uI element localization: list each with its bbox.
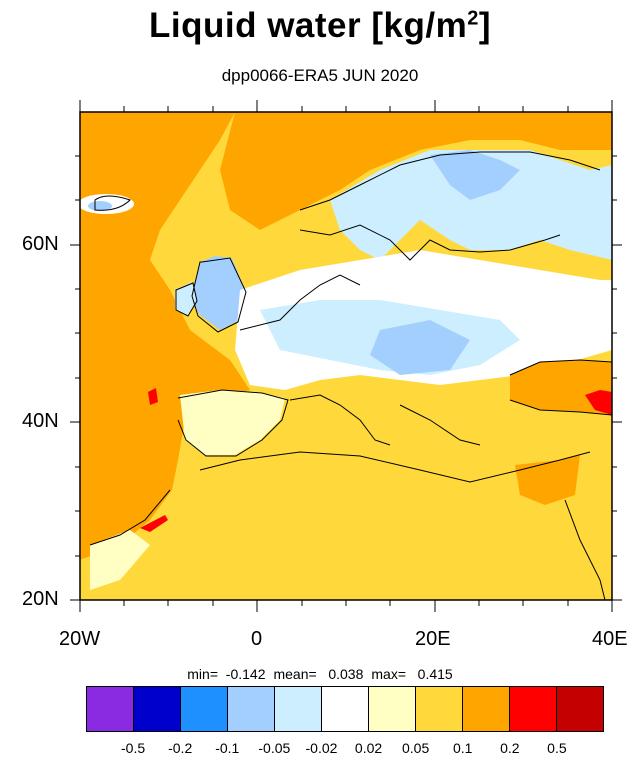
- colorbar-tick-label: -0.1: [215, 740, 240, 756]
- atlantic-region: [80, 112, 250, 560]
- chart-title: Liquid water [kg/m2]: [149, 6, 491, 45]
- y-label-20n: 20N: [22, 588, 59, 610]
- iberia: [180, 390, 285, 455]
- eastern-blue: [370, 320, 470, 375]
- coastlines: [89, 151, 613, 601]
- colorbar-tick-label: 0.5: [547, 740, 567, 756]
- colorbar-tick-label: -0.5: [121, 740, 146, 756]
- colorbar-swatch: [557, 687, 603, 731]
- colorbar: [86, 686, 604, 732]
- colorbar-tick-label: 0.2: [500, 740, 520, 756]
- britain: [190, 256, 245, 330]
- chart-subtitle: dpp0066-ERA5 JUN 2020: [221, 66, 419, 85]
- colorbar-swatch: [463, 687, 510, 731]
- colorbar-tick-label: 0.02: [354, 740, 383, 756]
- x-label-20e: 20E: [415, 628, 451, 650]
- colorbar-swatch: [134, 687, 181, 731]
- colorbar-swatch: [369, 687, 416, 731]
- x-label-0: 0: [251, 628, 263, 650]
- turkey-red: [585, 390, 612, 415]
- scandinavia-region: [330, 150, 612, 260]
- colorbar-tick-label: -0.02: [305, 740, 338, 756]
- red-spot-canaries: [140, 515, 168, 532]
- colorbar-swatch: [322, 687, 369, 731]
- colorbar-tick-label: 0.1: [452, 740, 473, 756]
- x-label-40e: 40E: [592, 628, 628, 650]
- colorbar-swatch: [416, 687, 463, 731]
- black-sea: [510, 360, 612, 415]
- colorbar-swatch: [510, 687, 557, 731]
- stat-min: min= -0.142: [187, 666, 266, 682]
- stat-max: max= 0.415: [371, 666, 453, 682]
- stat-mean: mean= 0.038: [273, 666, 364, 682]
- y-label-60n: 60N: [22, 233, 59, 255]
- iceland-blue: [88, 201, 112, 211]
- colorbar-tick-label: -0.2: [168, 740, 193, 756]
- colorbar-swatch: [228, 687, 275, 731]
- arctic-region: [220, 112, 612, 230]
- red-spot-iberia: [148, 388, 158, 405]
- colorbar-tick-label: -0.05: [258, 740, 291, 756]
- x-label-20w: 20W: [59, 628, 101, 650]
- colorbar-swatch: [275, 687, 322, 731]
- stats-line: min= -0.142 mean= 0.038 max= 0.415: [0, 666, 640, 682]
- colorbar-tick-label: 0.05: [402, 740, 430, 756]
- scandinavia-blue: [430, 150, 520, 200]
- y-label-40n: 40N: [22, 410, 59, 432]
- axis-ticks: [70, 100, 622, 612]
- ireland: [175, 282, 196, 315]
- sahara-light: [90, 530, 150, 590]
- north-africa: [80, 450, 612, 600]
- colorbar-swatch: [87, 687, 134, 731]
- colorbar-swatch: [181, 687, 228, 731]
- axis-minor-ticks: [75, 106, 617, 606]
